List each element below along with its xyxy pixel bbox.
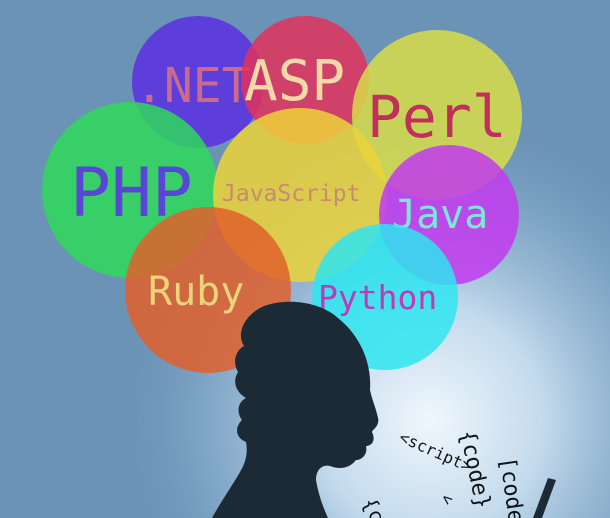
bubble-asp-label: ASP	[244, 49, 345, 114]
bubble-ruby-label: Ruby	[148, 269, 244, 315]
woman-silhouette	[212, 301, 556, 518]
laptop-edge	[533, 478, 556, 518]
bubble-perl-label: Perl	[367, 83, 507, 151]
bubble-net-label: .NET	[135, 58, 251, 114]
bubble-asp-circle	[241, 16, 369, 144]
head-silhouette	[212, 301, 379, 518]
bubble-javascript-label: JavaScript	[222, 181, 360, 207]
bubble-python-label: Python	[318, 278, 437, 317]
language-bubbles: .NET ASP Perl PHP JavaScript Java Ruby	[42, 16, 522, 373]
bubble-asp: ASP	[241, 16, 369, 144]
